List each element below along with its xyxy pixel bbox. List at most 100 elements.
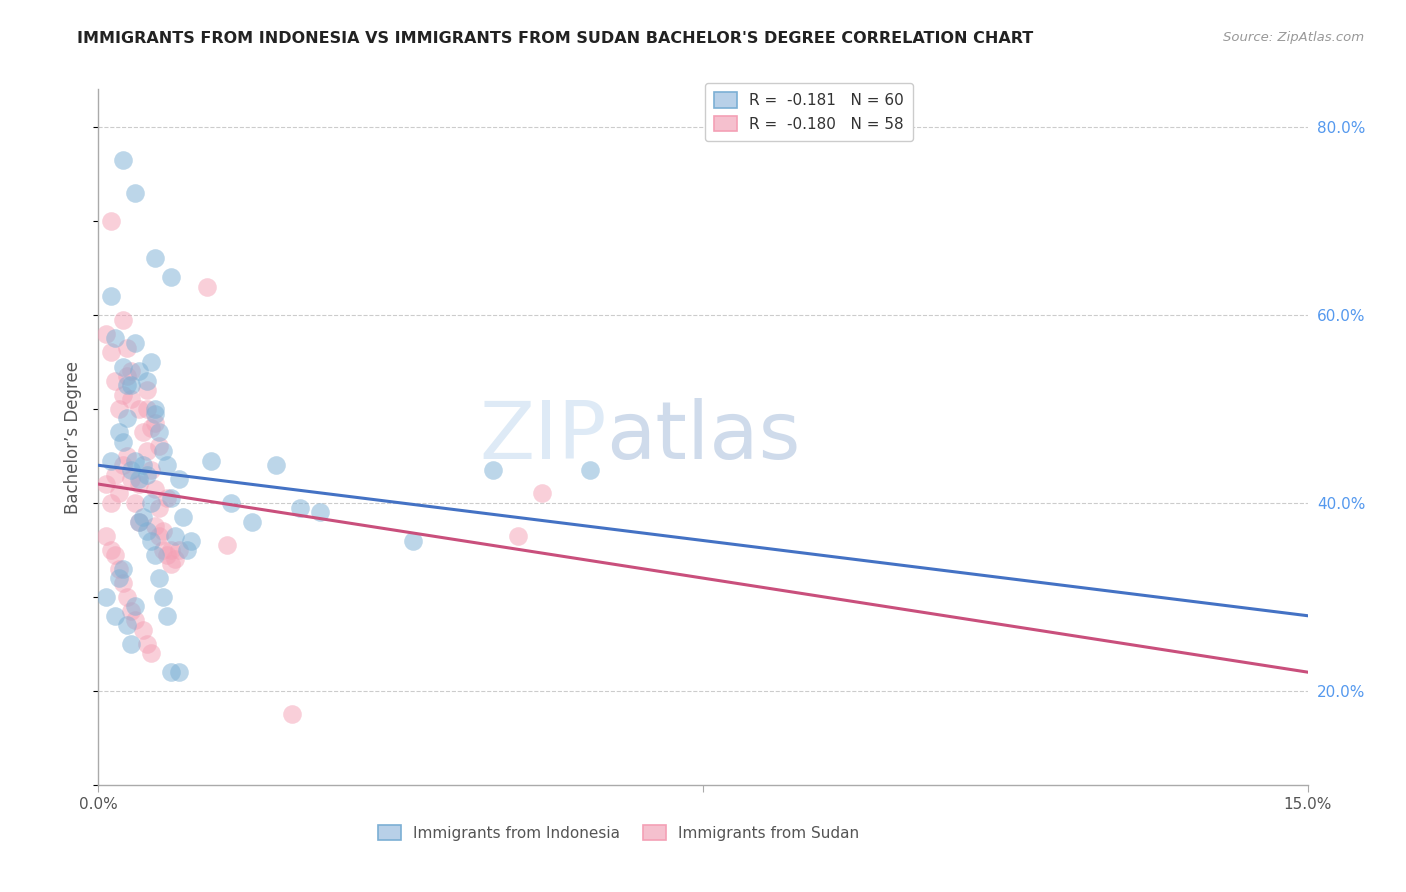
Point [107,562,129,576]
Point [111,575,134,590]
Point [160,491,183,506]
Point [100,214,122,228]
Point [217,538,239,552]
Point [195,279,218,293]
Point [100,453,122,467]
Point [506,529,529,543]
Point [111,458,134,473]
Point [124,186,146,200]
Point [143,482,166,496]
Point [221,496,243,510]
Point [167,542,190,557]
Point [402,533,425,548]
Point [103,548,125,562]
Point [115,368,138,383]
Point [135,374,157,388]
Point [148,571,170,585]
Point [124,336,146,351]
Point [120,364,142,378]
Point [100,289,122,303]
Point [115,411,138,425]
Point [160,270,183,285]
Point [167,472,190,486]
Point [156,548,179,562]
Point [139,463,162,477]
Point [152,524,174,538]
Text: atlas: atlas [606,398,800,476]
Point [107,571,129,585]
Point [172,510,194,524]
Point [143,548,166,562]
Point [148,440,170,454]
Point [96,529,118,543]
Point [124,496,146,510]
Point [111,434,134,449]
Point [115,618,138,632]
Point [163,529,186,543]
Point [143,252,166,266]
Point [156,458,179,473]
Point [176,542,198,557]
Point [124,453,146,467]
Point [148,529,170,543]
Point [160,542,183,557]
Point [132,458,155,473]
Point [139,646,162,660]
Point [128,515,150,529]
Point [148,500,170,515]
Point [107,401,129,416]
Point [240,515,263,529]
Point [135,383,157,397]
Point [124,599,146,614]
Point [152,444,174,458]
Point [156,608,179,623]
Point [160,557,183,571]
Point [128,364,150,378]
Point [139,533,162,548]
Point [143,416,166,430]
Point [111,359,134,374]
Point [128,515,150,529]
Point [135,401,157,416]
Point [120,378,142,392]
Point [120,637,142,651]
Point [128,472,150,486]
Point [156,491,179,506]
Point [115,341,138,355]
Point [100,345,122,359]
Point [115,378,138,392]
Point [148,425,170,440]
Point [288,500,311,515]
Point [96,590,118,604]
Point [135,524,157,538]
Point [135,467,157,482]
Text: IMMIGRANTS FROM INDONESIA VS IMMIGRANTS FROM SUDAN BACHELOR'S DEGREE CORRELATION: IMMIGRANTS FROM INDONESIA VS IMMIGRANTS … [77,31,1033,46]
Point [124,614,146,628]
Point [111,562,134,576]
Point [100,542,122,557]
Point [180,533,202,548]
Point [111,153,134,167]
Point [132,425,155,440]
Point [103,467,125,482]
Point [132,623,155,637]
Point [143,401,166,416]
Point [152,542,174,557]
Point [120,604,142,618]
Point [143,407,166,421]
Text: Source: ZipAtlas.com: Source: ZipAtlas.com [1223,31,1364,45]
Point [160,665,183,680]
Point [264,458,287,473]
Point [128,477,150,491]
Point [111,312,134,326]
Point [139,355,162,369]
Point [132,510,155,524]
Y-axis label: Bachelor’s Degree: Bachelor’s Degree [65,360,83,514]
Legend: Immigrants from Indonesia, Immigrants from Sudan: Immigrants from Indonesia, Immigrants fr… [371,819,865,847]
Point [139,496,162,510]
Point [111,388,134,402]
Point [143,519,166,533]
Point [135,637,157,651]
Point [482,463,505,477]
Point [100,496,122,510]
